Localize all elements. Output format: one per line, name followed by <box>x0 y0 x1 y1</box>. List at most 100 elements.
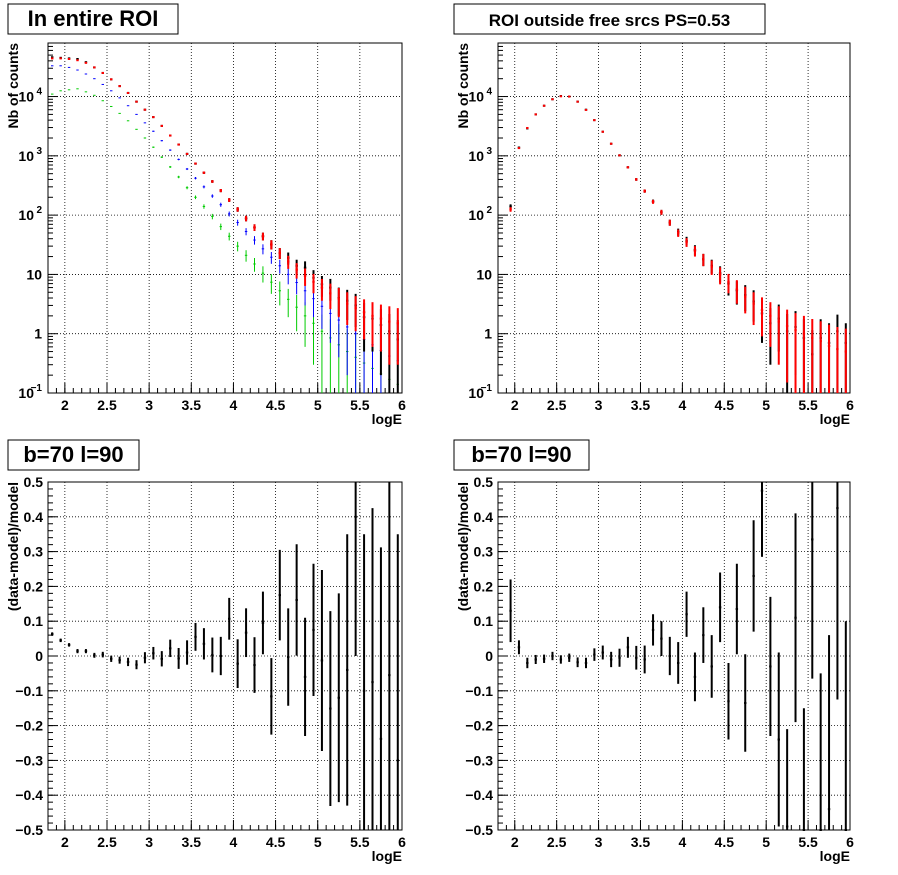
y-tick-exponent: 3 <box>36 146 42 157</box>
chart-title: b=70 l=90 <box>471 442 571 467</box>
y-tick-label: 0.1 <box>474 613 494 629</box>
x-tick-label: 3 <box>595 397 603 413</box>
y-tick-label: −0.5 <box>465 822 493 838</box>
chart-title: In entire ROI <box>28 6 159 31</box>
x-tick-label: 2 <box>511 834 519 850</box>
y-tick-label: −0.4 <box>15 787 43 803</box>
y-tick-label: 10 <box>18 385 34 401</box>
y-tick-label: 10 <box>18 207 34 223</box>
y-tick-label: 0.3 <box>24 544 44 560</box>
x-tick-label: 2.5 <box>97 834 117 850</box>
x-tick-label: 2.5 <box>97 397 117 413</box>
y-tick-label: 0 <box>485 648 493 664</box>
y-tick-label: 0.2 <box>474 578 494 594</box>
x-tick-label: 4 <box>230 834 238 850</box>
y-tick-label: 10 <box>468 385 484 401</box>
y-tick-label: 0.4 <box>474 509 494 525</box>
y-tick-exponent: 4 <box>486 87 492 98</box>
y-tick-label: 1 <box>484 326 492 342</box>
x-tick-label: 4.5 <box>715 834 735 850</box>
plot-frame <box>497 42 851 394</box>
y-tick-exponent: 3 <box>486 146 492 157</box>
y-tick-label: −0.4 <box>465 787 493 803</box>
x-tick-label: 4.5 <box>266 834 286 850</box>
data-series <box>51 57 399 365</box>
x-tick-label: 2 <box>61 397 69 413</box>
x-axis-label: logE <box>372 848 402 864</box>
panel-bottom-left: 2 2.5 3 3.5 4 4.5 5 5.5 6 −0.5 −0.4 −0.3 −0.2 −0.1 0 0.… <box>5 439 406 864</box>
y-tick-label: −0.1 <box>465 683 493 699</box>
chart-title-box <box>7 439 140 471</box>
x-tick-label: 3.5 <box>631 834 651 850</box>
y-axis-label: (data-model)/model <box>455 482 471 611</box>
x-tick-label: 3 <box>145 397 153 413</box>
y-tick-label: −0.5 <box>15 822 43 838</box>
x-tick-label: 4.5 <box>715 397 735 413</box>
data-series <box>509 482 847 831</box>
data-series <box>509 95 847 393</box>
y-tick-label: −0.3 <box>15 752 43 768</box>
y-tick-label: −0.3 <box>465 752 493 768</box>
x-tick-label: 2.5 <box>547 834 567 850</box>
x-tick-label: 4 <box>678 397 686 413</box>
y-tick-label: 0.5 <box>24 474 44 490</box>
chart-title-box <box>453 439 590 471</box>
x-tick-label: 5 <box>762 397 770 413</box>
plot-frame <box>47 42 403 394</box>
chart-title: b=70 l=90 <box>23 442 123 467</box>
x-tick-label: 6 <box>398 397 406 413</box>
chart-title-box <box>7 3 179 35</box>
y-tick-label: −0.2 <box>15 718 43 734</box>
y-tick-exponent: 2 <box>36 205 42 216</box>
x-tick-label: 5 <box>314 397 322 413</box>
y-tick-exponent: 4 <box>36 87 42 98</box>
plot-frame <box>497 481 851 831</box>
x-tick-label: 3.5 <box>631 397 651 413</box>
y-tick-label: 10 <box>476 266 492 282</box>
y-tick-label: 0.5 <box>474 474 494 490</box>
y-tick-label: −0.1 <box>15 683 43 699</box>
y-tick-label: 10 <box>468 148 484 164</box>
x-tick-label: 6 <box>846 834 854 850</box>
y-tick-label: 10 <box>468 89 484 105</box>
x-tick-label: 5.5 <box>798 834 818 850</box>
x-tick-label: 2 <box>61 834 69 850</box>
y-tick-label: 0.2 <box>24 578 44 594</box>
x-axis-label: logE <box>372 411 402 427</box>
x-tick-label: 6 <box>398 834 406 850</box>
x-tick-label: 3.5 <box>182 834 202 850</box>
data-series <box>51 482 399 830</box>
x-tick-label: 3.5 <box>182 397 202 413</box>
y-tick-exponent: −1 <box>31 383 43 394</box>
x-tick-label: 4.5 <box>266 397 286 413</box>
y-tick-label: 0 <box>35 648 43 664</box>
panel-bottom-right: 2 2.5 3 3.5 4 4.5 5 5.5 6 −0.5 −0.4 −0.3 −0.2 −0.1 0 0.… <box>453 439 854 864</box>
x-axis-label: logE <box>820 848 850 864</box>
x-tick-label: 5 <box>762 834 770 850</box>
x-tick-label: 6 <box>846 397 854 413</box>
x-tick-label: 3 <box>595 834 603 850</box>
y-axis-label: Nb of counts <box>455 43 471 129</box>
x-tick-label: 3 <box>145 834 153 850</box>
y-tick-exponent: 2 <box>486 205 492 216</box>
x-tick-label: 4 <box>230 397 238 413</box>
y-tick-label: 1 <box>34 326 42 342</box>
y-axis-label: (data-model)/model <box>5 482 21 611</box>
x-tick-label: 5 <box>314 834 322 850</box>
chart-title-box <box>453 3 766 35</box>
y-tick-label: 0.1 <box>24 613 44 629</box>
x-axis-label: logE <box>820 411 850 427</box>
y-tick-label: 0.4 <box>24 509 44 525</box>
y-axis-label: Nb of counts <box>5 43 21 129</box>
y-tick-label: 10 <box>18 148 34 164</box>
chart-title: ROI outside free srcs PS=0.53 <box>489 11 730 30</box>
y-tick-label: −0.2 <box>465 718 493 734</box>
x-tick-label: 5.5 <box>350 397 370 413</box>
x-tick-label: 2.5 <box>547 397 567 413</box>
x-tick-label: 5.5 <box>798 397 818 413</box>
x-tick-label: 2 <box>511 397 519 413</box>
y-tick-label: 10 <box>18 89 34 105</box>
